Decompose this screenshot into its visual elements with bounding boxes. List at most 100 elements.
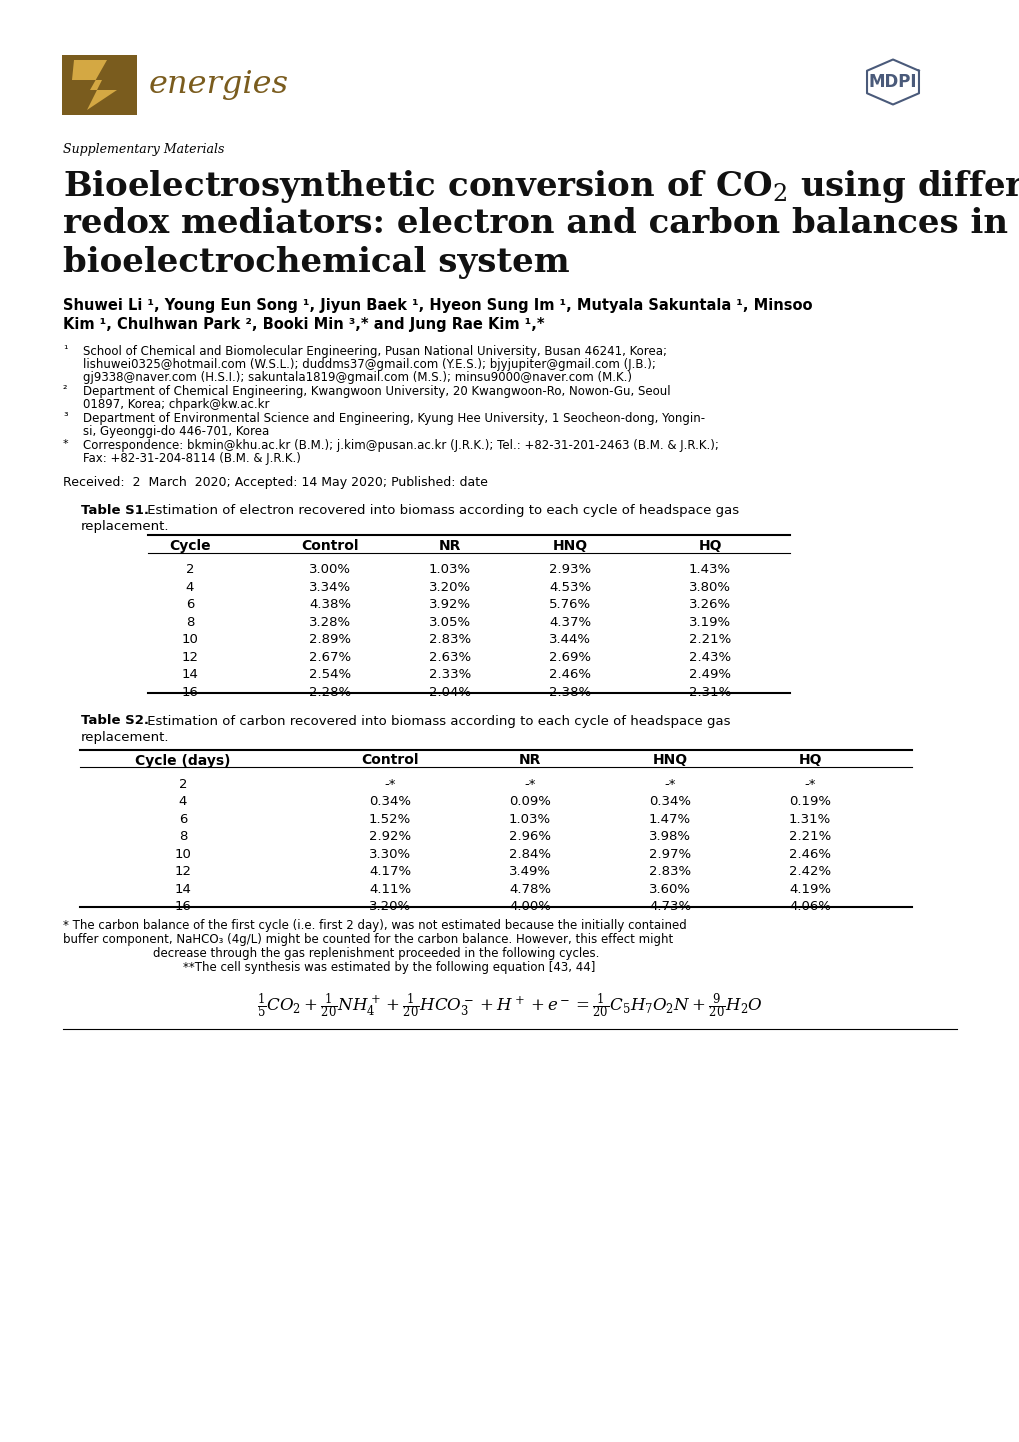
Text: -*: -* [384,777,395,790]
Text: 2.21%: 2.21% [688,633,731,646]
Text: 3.44%: 3.44% [548,633,590,646]
Text: 3.49%: 3.49% [508,865,550,878]
Text: 3.05%: 3.05% [429,616,471,629]
Text: NR: NR [438,539,461,552]
Text: 1.47%: 1.47% [648,813,691,826]
Text: 2.67%: 2.67% [309,650,351,663]
Text: HNQ: HNQ [652,754,687,767]
Text: **The cell synthesis was estimated by the following equation [43, 44]: **The cell synthesis was estimated by th… [182,960,595,973]
Text: 4.00%: 4.00% [508,900,550,913]
Text: 2.49%: 2.49% [688,668,731,681]
Text: 4.73%: 4.73% [648,900,691,913]
Text: 2.83%: 2.83% [429,633,471,646]
Text: 1.31%: 1.31% [788,813,830,826]
Text: si, Gyeonggi-do 446-701, Korea: si, Gyeonggi-do 446-701, Korea [83,425,269,438]
Text: 2.69%: 2.69% [548,650,590,663]
Text: 3.92%: 3.92% [429,598,471,611]
Text: 1.52%: 1.52% [369,813,411,826]
Text: $\frac{1}{5}CO_2 + \frac{1}{20}NH_4^+ + \frac{1}{20}HCO_3^- + H^+ + e^- = \frac{: $\frac{1}{5}CO_2 + \frac{1}{20}NH_4^+ + … [257,991,762,1019]
Text: 14: 14 [174,883,192,895]
Text: ³: ³ [63,412,67,423]
Text: bioelectrochemical system: bioelectrochemical system [63,247,569,278]
Text: 3.28%: 3.28% [309,616,351,629]
Text: Department of Chemical Engineering, Kwangwoon University, 20 Kwangwoon-Ro, Nowon: Department of Chemical Engineering, Kwan… [83,385,669,398]
Text: 16: 16 [181,686,199,699]
Text: 2.04%: 2.04% [429,686,471,699]
Text: Cycle (days): Cycle (days) [136,754,230,767]
Text: 2.97%: 2.97% [648,848,691,861]
Text: HQ: HQ [698,539,721,552]
Text: 6: 6 [185,598,194,611]
Text: 3.80%: 3.80% [688,581,731,594]
Text: 2.83%: 2.83% [648,865,691,878]
Text: 2.54%: 2.54% [309,668,351,681]
Text: 5.76%: 5.76% [548,598,590,611]
Text: 3.26%: 3.26% [688,598,731,611]
Text: 3.00%: 3.00% [309,564,351,577]
Text: 3.60%: 3.60% [648,883,690,895]
Text: 2.31%: 2.31% [688,686,731,699]
Text: 4: 4 [178,795,187,809]
Text: Supplementary Materials: Supplementary Materials [63,143,224,156]
Text: 2.38%: 2.38% [548,686,590,699]
Text: replacement.: replacement. [81,731,169,744]
Text: 01897, Korea; chpark@kw.ac.kr: 01897, Korea; chpark@kw.ac.kr [83,398,269,411]
Text: 3.19%: 3.19% [688,616,731,629]
Text: 12: 12 [181,650,199,663]
Text: 0.19%: 0.19% [789,795,830,809]
Text: 2.84%: 2.84% [508,848,550,861]
Text: 2.46%: 2.46% [789,848,830,861]
Text: 10: 10 [181,633,199,646]
Text: 12: 12 [174,865,192,878]
Text: decrease through the gas replenishment proceeded in the following cycles.: decrease through the gas replenishment p… [153,947,599,960]
Text: 4.11%: 4.11% [369,883,411,895]
Text: 1.43%: 1.43% [688,564,731,577]
Text: -*: -* [803,777,815,790]
Text: 2.21%: 2.21% [788,831,830,844]
Text: 4.06%: 4.06% [789,900,830,913]
Text: 3.20%: 3.20% [369,900,411,913]
Text: HQ: HQ [798,754,821,767]
Text: 4.37%: 4.37% [548,616,590,629]
Text: 0.09%: 0.09% [508,795,550,809]
Text: Table S2.: Table S2. [81,714,149,728]
Text: 4.38%: 4.38% [309,598,351,611]
Text: MDPI: MDPI [868,74,916,91]
Text: 2.92%: 2.92% [369,831,411,844]
Text: 10: 10 [174,848,192,861]
Text: 6: 6 [178,813,187,826]
Text: Shuwei Li ¹, Young Eun Song ¹, Jiyun Baek ¹, Hyeon Sung Im ¹, Mutyala Sakuntala : Shuwei Li ¹, Young Eun Song ¹, Jiyun Bae… [63,298,812,313]
Text: 3.34%: 3.34% [309,581,351,594]
Text: energies: energies [149,69,288,101]
Text: Control: Control [301,539,359,552]
Text: * The carbon balance of the first cycle (i.e. first 2 day), was not estimated be: * The carbon balance of the first cycle … [63,919,686,932]
Text: 1.03%: 1.03% [429,564,471,577]
Text: ²: ² [63,385,67,395]
Text: 2.28%: 2.28% [309,686,351,699]
Text: 2.42%: 2.42% [788,865,830,878]
Text: 8: 8 [185,616,194,629]
Text: 2: 2 [185,564,194,577]
Text: Bioelectrosynthetic conversion of CO$_2$ using different: Bioelectrosynthetic conversion of CO$_2$… [63,169,1019,205]
Text: 16: 16 [174,900,192,913]
Text: 4.19%: 4.19% [789,883,830,895]
Text: gj9338@naver.com (H.S.I.); sakuntala1819@gmail.com (M.S.); minsu9000@naver.com (: gj9338@naver.com (H.S.I.); sakuntala1819… [83,371,632,384]
Text: Received:  2  March  2020; Accepted: 14 May 2020; Published: date: Received: 2 March 2020; Accepted: 14 May… [63,476,487,489]
Text: ¹: ¹ [63,345,67,355]
Text: Estimation of electron recovered into biomass according to each cycle of headspa: Estimation of electron recovered into bi… [143,505,739,518]
Text: -*: -* [524,777,535,790]
Text: *: * [63,438,68,448]
Text: Estimation of carbon recovered into biomass according to each cycle of headspace: Estimation of carbon recovered into biom… [143,714,730,728]
Text: 2.89%: 2.89% [309,633,351,646]
Text: 14: 14 [181,668,199,681]
Text: 2.33%: 2.33% [428,668,471,681]
Text: HNQ: HNQ [552,539,587,552]
Text: 3.30%: 3.30% [369,848,411,861]
Text: -*: -* [663,777,676,790]
Text: 4.53%: 4.53% [548,581,590,594]
Text: 1.03%: 1.03% [508,813,550,826]
Text: Table S1.: Table S1. [81,505,149,518]
FancyBboxPatch shape [62,55,137,115]
Text: 2.43%: 2.43% [688,650,731,663]
Text: Fax: +82-31-204-8114 (B.M. & J.R.K.): Fax: +82-31-204-8114 (B.M. & J.R.K.) [83,451,301,464]
